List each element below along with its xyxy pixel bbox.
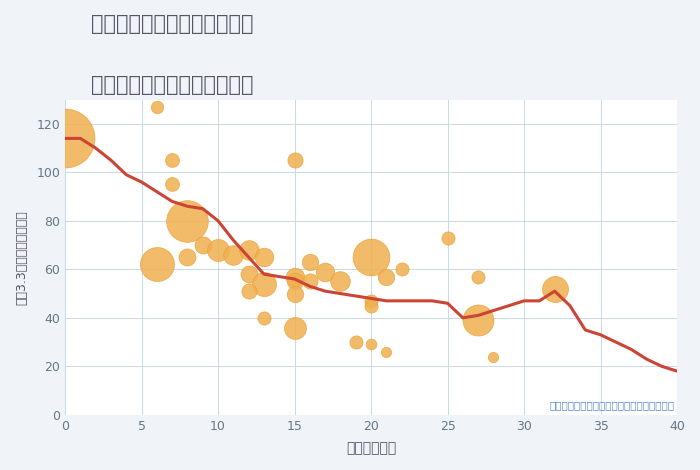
Point bbox=[365, 302, 377, 309]
Point bbox=[289, 273, 300, 281]
Point bbox=[258, 314, 270, 321]
Point bbox=[365, 297, 377, 305]
Point bbox=[243, 270, 254, 278]
Point bbox=[258, 280, 270, 288]
Point bbox=[304, 258, 316, 266]
Point bbox=[320, 268, 331, 275]
Point bbox=[488, 353, 499, 360]
Point bbox=[350, 338, 361, 346]
Point bbox=[381, 273, 392, 281]
Point bbox=[182, 217, 193, 225]
Point bbox=[473, 316, 484, 324]
Point bbox=[304, 278, 316, 285]
Point bbox=[365, 341, 377, 348]
Point bbox=[289, 324, 300, 331]
Point bbox=[335, 278, 346, 285]
Point bbox=[213, 246, 224, 254]
Text: 円の大きさは、取引のあった物件面積を示す: 円の大きさは、取引のあった物件面積を示す bbox=[549, 400, 674, 410]
Point bbox=[228, 251, 239, 258]
Point bbox=[289, 157, 300, 164]
Point bbox=[473, 273, 484, 281]
Text: 愛知県稲沢市祖父江町本甲の: 愛知県稲沢市祖父江町本甲の bbox=[91, 14, 253, 34]
Point bbox=[549, 285, 560, 292]
X-axis label: 築年数（年）: 築年数（年） bbox=[346, 441, 396, 455]
Point bbox=[396, 266, 407, 273]
Point bbox=[289, 290, 300, 298]
Point bbox=[151, 103, 162, 110]
Point bbox=[381, 348, 392, 355]
Y-axis label: 坪（3.3㎡）単価（万円）: 坪（3.3㎡）単価（万円） bbox=[15, 210, 28, 305]
Point bbox=[167, 157, 178, 164]
Point bbox=[258, 253, 270, 261]
Point bbox=[197, 241, 209, 249]
Point bbox=[442, 234, 453, 242]
Point bbox=[182, 253, 193, 261]
Point bbox=[151, 261, 162, 268]
Point bbox=[365, 253, 377, 261]
Point bbox=[167, 180, 178, 188]
Point bbox=[60, 134, 71, 142]
Point bbox=[243, 246, 254, 254]
Point bbox=[243, 287, 254, 295]
Text: 築年数別中古マンション価格: 築年数別中古マンション価格 bbox=[91, 75, 253, 95]
Point bbox=[289, 278, 300, 285]
